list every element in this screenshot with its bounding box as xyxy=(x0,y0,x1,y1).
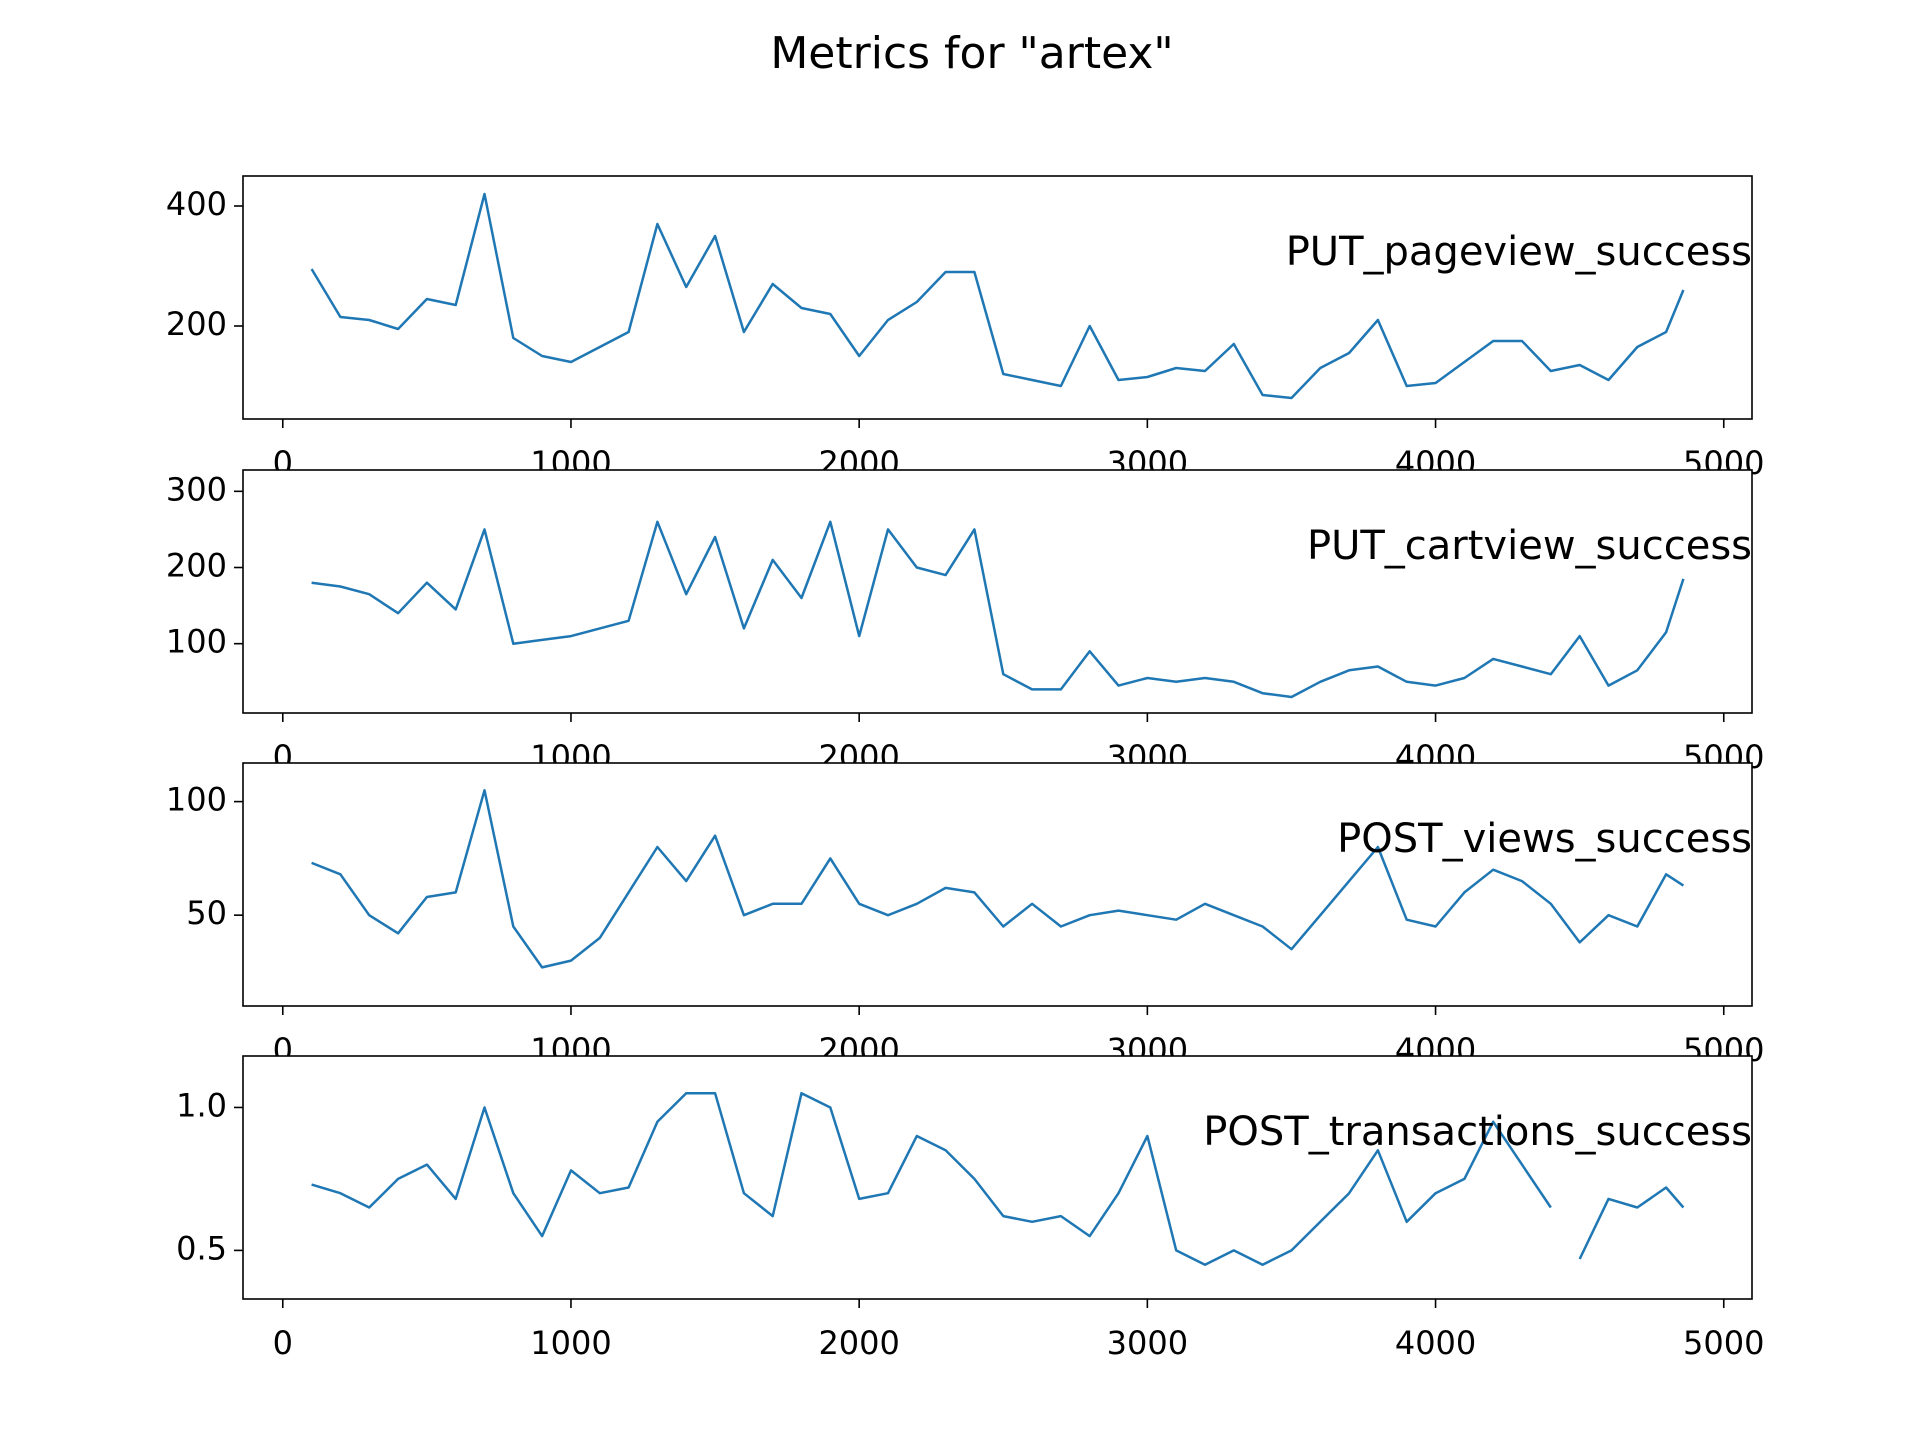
data-line xyxy=(310,192,1685,400)
y-tick-label: 400 xyxy=(166,185,227,223)
series-label: POST_transactions_success xyxy=(1203,1109,1752,1155)
x-tick-label: 4000 xyxy=(1395,1324,1476,1362)
data-line xyxy=(311,789,1685,969)
x-tick-label: 2000 xyxy=(818,1324,899,1362)
y-tick-label: 200 xyxy=(166,547,227,585)
series-label: PUT_pageview_success xyxy=(1286,229,1752,275)
axes-frame xyxy=(242,1055,1753,1300)
plot-area xyxy=(243,763,1752,1006)
y-tick-label: 50 xyxy=(186,894,227,932)
figure-title: Metrics for "artex" xyxy=(770,28,1173,79)
y-tick-label: 100 xyxy=(166,781,227,819)
axes-frame xyxy=(242,469,1753,714)
y-tick-label: 0.5 xyxy=(176,1229,227,1267)
axes-frame xyxy=(242,762,1753,1007)
x-tick-label: 1000 xyxy=(530,1324,611,1362)
data-line xyxy=(311,520,1685,699)
plot-area xyxy=(243,1056,1752,1299)
plot-area xyxy=(243,470,1752,713)
y-tick-label: 1.0 xyxy=(176,1086,227,1124)
series-label: POST_views_success xyxy=(1337,816,1752,862)
x-tick-label: 3000 xyxy=(1107,1324,1188,1362)
plot-area xyxy=(243,176,1752,419)
x-tick-label: 5000 xyxy=(1683,1324,1764,1362)
axes-frame xyxy=(242,175,1753,420)
series-label: PUT_cartview_success xyxy=(1307,523,1752,569)
data-line xyxy=(311,1091,1685,1266)
y-tick-label: 100 xyxy=(166,623,227,661)
x-tick-label: 0 xyxy=(273,1324,293,1362)
y-tick-label: 300 xyxy=(166,470,227,508)
y-tick-label: 200 xyxy=(166,305,227,343)
